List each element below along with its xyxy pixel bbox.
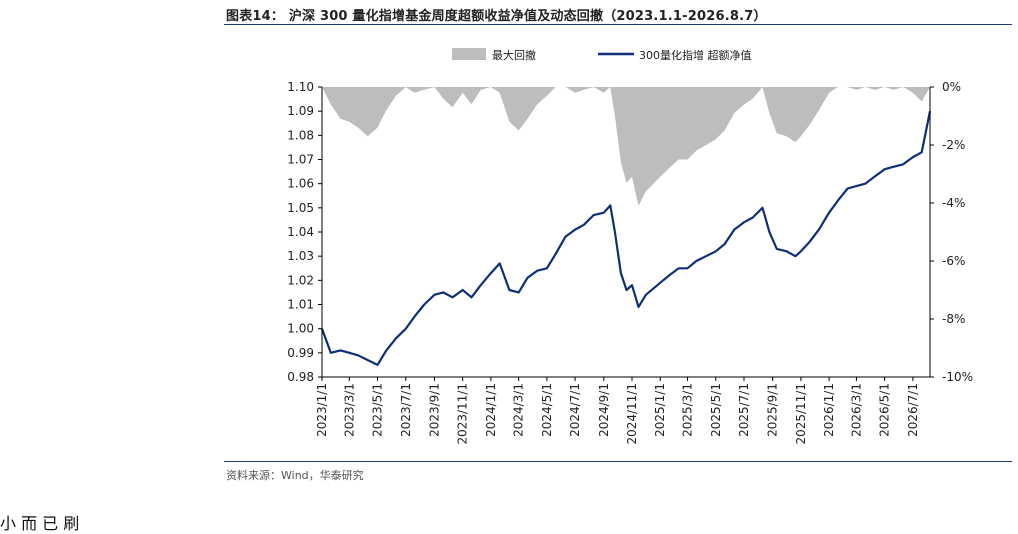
left-tick-label: 1.07 bbox=[287, 153, 314, 167]
x-tick-label: 2026/1/1 bbox=[822, 383, 836, 437]
x-tick-label: 2023/9/1 bbox=[427, 383, 441, 437]
legend: 最大回撤 300量化指增 超额净值 bbox=[452, 48, 752, 62]
right-tick-label: -2% bbox=[942, 138, 965, 152]
x-tick-label: 2024/5/1 bbox=[540, 383, 554, 437]
x-tick-label: 2025/5/1 bbox=[709, 383, 723, 437]
left-tick-label: 1.01 bbox=[287, 298, 314, 312]
x-tick-label: 2025/1/1 bbox=[653, 383, 667, 437]
right-tick-label: -8% bbox=[942, 312, 965, 326]
x-tick-label: 2024/7/1 bbox=[568, 383, 582, 437]
axes: 1.10 1.09 1.08 1.07 1.06 1.05 1.04 1.03 1.02 1.01… bbox=[287, 80, 973, 445]
x-tick-label: 2025/3/1 bbox=[681, 383, 695, 437]
figure-title: 图表14： 沪深 300 量化指增基金周度超额收益净值及动态回撤（2023.1.… bbox=[226, 9, 767, 24]
left-tick-label: 1.09 bbox=[287, 104, 314, 118]
left-tick-label: 1.06 bbox=[287, 177, 314, 191]
x-tick-label: 2026/5/1 bbox=[878, 383, 892, 437]
x-tick-label: 2024/1/1 bbox=[484, 383, 498, 437]
x-tick-label: 2024/11/1 bbox=[625, 383, 639, 445]
x-tick-label: 2023/11/1 bbox=[456, 383, 470, 445]
x-tick-label: 2025/9/1 bbox=[766, 383, 780, 437]
excess-line-layer bbox=[320, 110, 932, 366]
x-tick-label: 2023/5/1 bbox=[371, 383, 385, 437]
x-tick-label: 2023/3/1 bbox=[342, 383, 356, 437]
left-tick-label: 0.99 bbox=[287, 346, 314, 360]
legend-label-excess: 300量化指增 超额净值 bbox=[639, 48, 752, 62]
x-tick-label: 2025/11/1 bbox=[794, 383, 808, 445]
right-tick-label: -6% bbox=[942, 254, 965, 268]
next-section-text: 小 而 已 刷 bbox=[0, 514, 80, 533]
right-tick-label: 0% bbox=[942, 80, 961, 94]
left-tick-label: 1.10 bbox=[287, 80, 314, 94]
x-tick-label: 2023/1/1 bbox=[315, 383, 329, 437]
source-note: 资料来源：Wind，华泰研究 bbox=[226, 469, 364, 482]
x-tick-label: 2023/7/1 bbox=[399, 383, 413, 437]
x-tick-label: 2026/3/1 bbox=[849, 383, 863, 437]
bottom-rule bbox=[224, 461, 1012, 462]
left-tick-label: 1.02 bbox=[287, 273, 314, 287]
right-tick-label: -10% bbox=[942, 370, 973, 384]
chart: 最大回撤 300量化指增 超额净值 1.101.091.081.071.061.… bbox=[287, 48, 973, 445]
legend-label-drawdown: 最大回撤 bbox=[492, 48, 536, 62]
left-tick-label: 1.03 bbox=[287, 249, 314, 263]
drawdown-area-layer bbox=[322, 87, 930, 206]
x-tick-label: 2024/9/1 bbox=[597, 383, 611, 437]
left-tick-label: 1.00 bbox=[287, 322, 314, 336]
legend-swatch-drawdown bbox=[452, 48, 486, 60]
x-tick-label: 2026/7/1 bbox=[906, 383, 920, 437]
left-tick-label: 0.98 bbox=[287, 370, 314, 384]
x-tick-label: 2025/7/1 bbox=[737, 383, 751, 437]
left-tick-label: 1.05 bbox=[287, 201, 314, 215]
left-tick-label: 1.08 bbox=[287, 128, 314, 142]
title-rule bbox=[224, 24, 1012, 25]
right-tick-label: -4% bbox=[942, 196, 965, 210]
excess-nav-line bbox=[320, 110, 932, 366]
x-tick-label: 2024/3/1 bbox=[512, 383, 526, 437]
drawdown-area bbox=[322, 87, 930, 206]
left-tick-label: 1.04 bbox=[287, 225, 314, 239]
